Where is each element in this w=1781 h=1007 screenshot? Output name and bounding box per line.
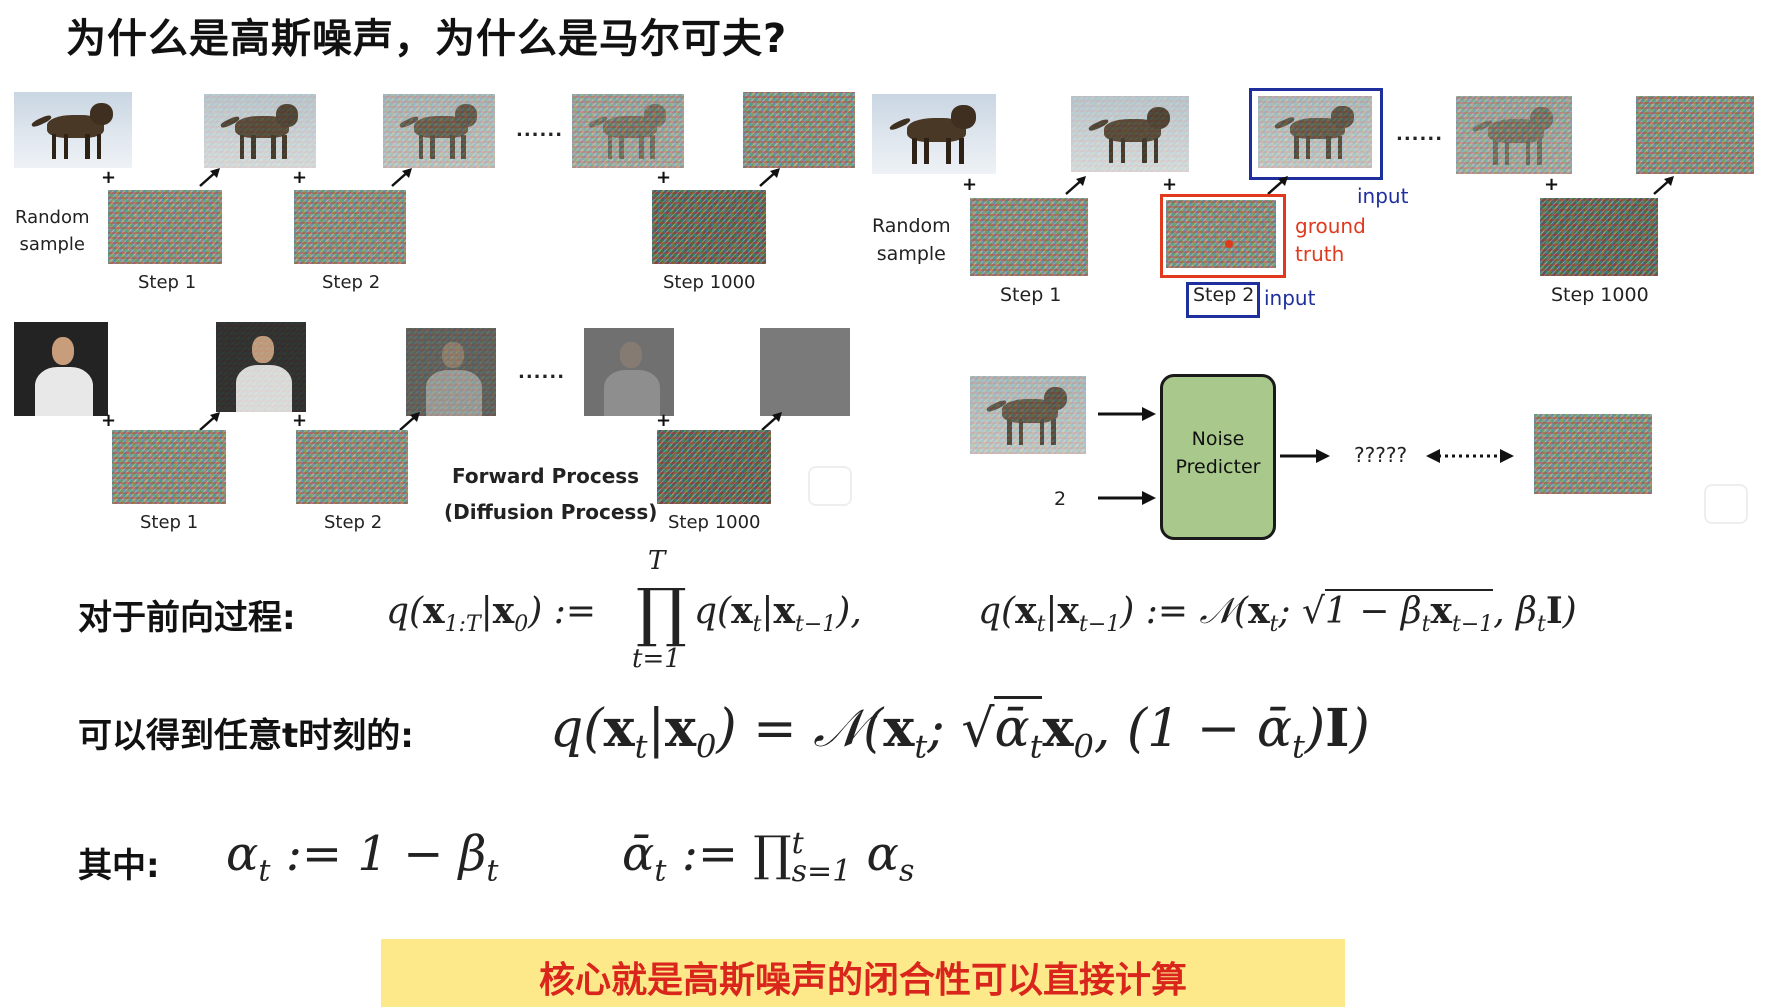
arrow-icon — [199, 168, 220, 187]
ground-truth-label: ground truth — [1295, 214, 1366, 266]
noise-sample-step-1 — [112, 430, 226, 504]
arrow-icon — [399, 412, 420, 431]
ellipsis: ...... — [1396, 124, 1444, 145]
arrow-icon — [1280, 449, 1330, 463]
arrow-icon — [761, 412, 782, 431]
step-label: Step 1000 — [668, 512, 761, 533]
product-lower-limit: t=1 — [632, 644, 681, 674]
noise-predicter-label: Noise Predicter — [1175, 428, 1261, 478]
step-label: Step 1 — [138, 272, 197, 293]
product-upper-limit: T — [648, 546, 666, 576]
plus-icon: + — [656, 167, 672, 188]
summary-banner: 核心就是高斯噪声的闭合性可以直接计算 — [381, 939, 1345, 1007]
noise-predicter-box: Noise Predicter — [1160, 374, 1276, 540]
cat-image-noisy-3 — [1456, 96, 1572, 174]
summary-text: 核心就是高斯噪声的闭合性可以直接计算 — [538, 960, 1187, 1001]
noise-sample-step-1 — [108, 190, 222, 264]
cat-image-clean — [872, 94, 996, 174]
where-label: 其中: — [78, 846, 160, 886]
marginal-equation: q(xt|x0) = 𝒩(xt; √ᾱtx0, (1 − ᾱt)I) — [550, 696, 1370, 766]
ground-truth-box — [1160, 194, 1286, 278]
target-noise-image — [1534, 414, 1652, 494]
watermark-icon — [1704, 484, 1748, 524]
arrow-icon — [391, 168, 412, 187]
forward-process-label: Forward Process — [452, 464, 640, 488]
pure-noise-image — [743, 92, 855, 168]
page-title: 为什么是高斯噪声，为什么是马尔可夫? — [66, 16, 788, 62]
input-highlight-box — [1249, 88, 1383, 180]
plus-icon: + — [292, 410, 308, 431]
plus-icon: + — [962, 174, 978, 195]
ground-truth-point — [1225, 240, 1233, 248]
alpha-definition: αt := 1 − βt — [226, 826, 499, 889]
product-operator: ∏ — [636, 576, 687, 650]
plus-icon: + — [1544, 174, 1560, 195]
ellipsis: ...... — [518, 362, 566, 383]
arrow-icon — [1267, 176, 1288, 195]
forward-joint-equation: q(x1:T|x0) := — [386, 590, 597, 638]
noise-sample-step-1000 — [652, 190, 766, 264]
cat-image-noisy-2 — [383, 94, 495, 168]
forward-step-equation: q(xt|xt−1) := 𝒩(xt; √1 − βtxt−1, βtI) — [978, 589, 1577, 638]
ellipsis: ...... — [516, 120, 564, 141]
cat-image-noisy-1 — [1071, 96, 1189, 172]
step-label: Step 2 — [322, 272, 381, 293]
watermark-icon — [808, 466, 852, 506]
cat-image-noisy-3 — [572, 94, 684, 168]
step-label: Step 1000 — [663, 272, 756, 293]
step-label: Step 2 — [1193, 284, 1255, 306]
noise-sample-step-1000 — [657, 430, 771, 504]
cat-image-clean — [14, 92, 132, 168]
plus-icon: + — [101, 167, 117, 188]
arrow-icon — [1098, 491, 1156, 505]
person-image-clean — [14, 322, 108, 416]
noise-sample-step-1 — [970, 198, 1088, 276]
noise-sample-step-1000 — [1540, 198, 1658, 276]
arrow-icon — [1098, 407, 1156, 421]
plus-icon: + — [656, 410, 672, 431]
arrow-icon — [199, 412, 220, 431]
arrow-icon — [1653, 176, 1674, 195]
cat-image-noisy-1 — [204, 94, 316, 168]
random-sample-label: Random sample — [872, 215, 951, 265]
person-image-noisy-4 — [760, 328, 850, 416]
step-2-highlight-box — [1186, 282, 1260, 318]
pure-noise-image — [1636, 96, 1754, 174]
forward-joint-term: q(xt|xt−1), — [694, 590, 862, 638]
step-label: Step 1 — [140, 512, 199, 533]
input-label: input — [1357, 184, 1409, 208]
step-label: Step 1000 — [1551, 284, 1649, 306]
random-sample-label: Random sample — [15, 207, 90, 255]
unknown-output-label: ????? — [1354, 443, 1408, 467]
step-label: Step 1 — [1000, 284, 1062, 306]
input-label: input — [1264, 286, 1316, 310]
any-t-label: 可以得到任意t时刻的: — [78, 716, 414, 756]
forward-process-label: 对于前向过程: — [78, 598, 296, 638]
plus-icon: + — [292, 167, 308, 188]
arrow-icon — [1065, 176, 1086, 195]
step-label: Step 2 — [324, 512, 383, 533]
plus-icon: + — [1162, 174, 1178, 195]
double-arrow-icon — [1426, 449, 1514, 463]
noise-sample-step-2 — [1166, 200, 1276, 268]
diffusion-process-label: (Diffusion Process) — [444, 500, 658, 524]
person-image-noisy-3 — [584, 328, 674, 416]
noisy-input-image — [970, 376, 1086, 454]
noise-sample-step-2 — [296, 430, 408, 504]
plus-icon: + — [101, 410, 117, 431]
person-image-noisy-2 — [406, 328, 496, 416]
cat-image-noisy-2 — [1258, 96, 1372, 168]
person-image-noisy-1 — [216, 322, 306, 412]
step-input-label: 2 — [1054, 488, 1067, 510]
alpha-bar-definition: ᾱt := ∏ts=1 αs — [622, 826, 915, 889]
noise-sample-step-2 — [294, 190, 406, 264]
arrow-icon — [759, 168, 780, 187]
